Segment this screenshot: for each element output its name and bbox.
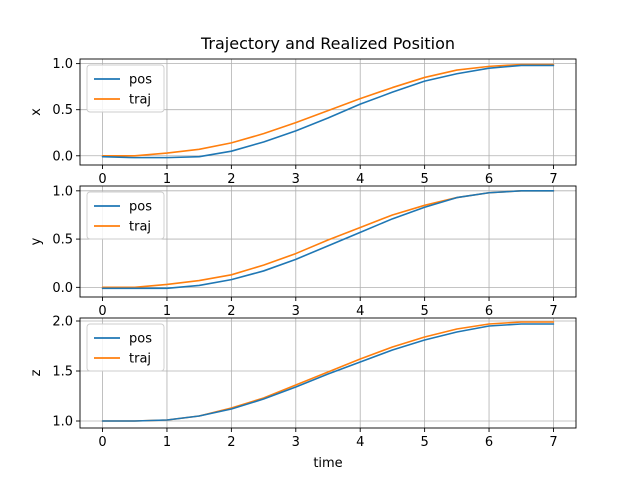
y-tick-label: 0.0 [52, 149, 73, 164]
x-tick-label: 4 [356, 172, 364, 187]
axes-frame [79, 317, 577, 429]
x-tick-label: 3 [292, 304, 300, 319]
x-tick-label: 0 [98, 435, 106, 450]
x-tick-label: 3 [292, 435, 300, 450]
series-line-pos [101, 190, 555, 290]
y-axis-label-z: z [29, 369, 44, 376]
legend-label-traj: traj [129, 93, 151, 108]
y-tick-label: 0.5 [52, 103, 73, 118]
legend: pos traj [86, 323, 165, 372]
x-tick-label: 6 [485, 304, 493, 319]
x-tick-label: 5 [420, 435, 428, 450]
x-tick-label: 7 [549, 304, 557, 319]
x-tick-label: 6 [485, 172, 493, 187]
subplot-y: 0 1 2 3 4 5 6 7 0.0 0.5 1.0 y pos traj [29, 184, 577, 319]
legend: pos traj [86, 64, 165, 113]
axes-frame [79, 58, 577, 166]
legend-label-pos: pos [129, 73, 152, 88]
y-axis-label-x: x [29, 108, 44, 116]
x-tick-label: 7 [549, 172, 557, 187]
subplot-z: 0 1 2 3 4 5 6 7 1.0 1.5 2.0 z pos traj [29, 315, 577, 450]
legend-label-pos: pos [129, 200, 152, 215]
axes-frame [79, 185, 577, 298]
series-line-traj [101, 63, 555, 157]
x-tick-label: 0 [98, 172, 106, 187]
legend-label-traj: traj [129, 220, 151, 235]
axes-container: 0 1 2 3 4 5 6 7 0.0 0.5 1.0 x pos traj 0 1 2 3 4 5 6 7 0.0 0.5 1… [29, 57, 577, 450]
subplot-x: 0 1 2 3 4 5 6 7 0.0 0.5 1.0 x pos traj [29, 57, 577, 187]
x-axis-label: time [313, 456, 342, 471]
x-tick-label: 5 [420, 304, 428, 319]
x-tick-label: 1 [163, 435, 171, 450]
x-tick-label: 5 [420, 172, 428, 187]
x-tick-label: 4 [356, 435, 364, 450]
x-tick-label: 3 [292, 172, 300, 187]
legend-box [86, 64, 165, 113]
y-tick-label: 0.0 [52, 281, 73, 296]
y-tick-label: 1.0 [52, 415, 73, 430]
legend-box [86, 191, 165, 240]
legend-label-traj: traj [129, 352, 151, 367]
series-line-pos [101, 64, 555, 159]
series-line-pos [101, 323, 555, 422]
x-tick-label: 0 [98, 304, 106, 319]
x-tick-label: 2 [227, 304, 235, 319]
legend-box [86, 323, 165, 372]
y-tick-label: 1.5 [52, 365, 73, 380]
legend-label-pos: pos [129, 332, 152, 347]
x-tick-label: 7 [549, 435, 557, 450]
x-tick-label: 4 [356, 304, 364, 319]
x-tick-label: 2 [227, 172, 235, 187]
x-tick-label: 1 [163, 304, 171, 319]
y-tick-label: 1.0 [52, 184, 73, 199]
y-axis-label-y: y [29, 237, 44, 245]
y-tick-label: 0.5 [52, 233, 73, 248]
x-tick-label: 1 [163, 172, 171, 187]
figure-title: Trajectory and Realized Position [200, 34, 455, 53]
x-tick-label: 2 [227, 435, 235, 450]
y-tick-label: 1.0 [52, 57, 73, 72]
x-tick-label: 6 [485, 435, 493, 450]
legend: pos traj [86, 191, 165, 240]
y-tick-label: 2.0 [52, 315, 73, 330]
